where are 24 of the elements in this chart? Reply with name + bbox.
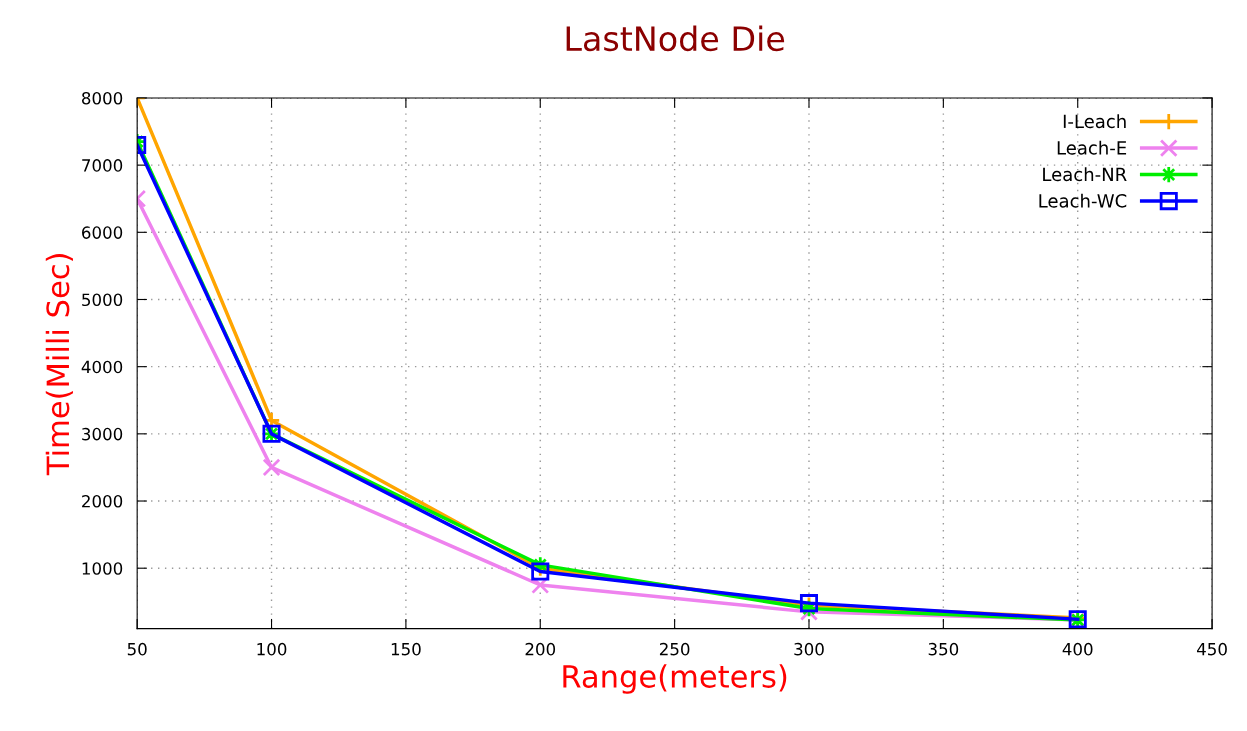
legend-label: Leach-NR [1043, 167, 1127, 182]
x-tick-label: 350 [928, 642, 959, 656]
legend-label: I-Leach [1063, 114, 1126, 129]
x-tick-label: 300 [794, 642, 824, 656]
x-tick-label: 100 [257, 642, 287, 656]
x-tick-label: 150 [391, 642, 421, 656]
y-tick-label: 4000 [81, 360, 123, 374]
y-tick-label: 3000 [82, 427, 123, 441]
legend-label: Leach-WC [1039, 193, 1127, 208]
x-tick-label: 400 [1062, 642, 1093, 656]
y-tick-label: 6000 [82, 226, 123, 239]
x-tick-label: 200 [525, 642, 556, 656]
y-tick-label: 7000 [82, 159, 123, 172]
y-tick-label: 2000 [82, 494, 123, 508]
x-tick-label: 50 [127, 642, 147, 656]
y-axis-title: Time(Milli Sec) [45, 254, 73, 476]
chart-title: LastNode Die [566, 25, 785, 52]
legend-label: Leach-E [1057, 140, 1127, 155]
x-tick-label: 250 [659, 642, 690, 656]
y-tick-label: 5000 [82, 293, 123, 307]
x-axis-title: Range(meters) [563, 664, 787, 694]
y-tick-label: 1000 [82, 562, 123, 575]
x-tick-label: 450 [1196, 642, 1227, 656]
y-tick-label: 8000 [81, 91, 123, 105]
